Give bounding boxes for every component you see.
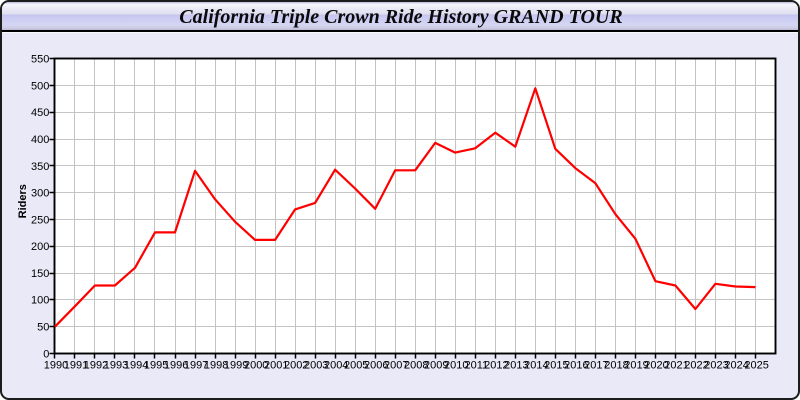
- svg-text:2005: 2005: [344, 360, 368, 372]
- svg-text:400: 400: [31, 134, 49, 146]
- svg-text:2009: 2009: [424, 360, 448, 372]
- svg-text:2015: 2015: [544, 360, 568, 372]
- svg-text:2008: 2008: [404, 360, 428, 372]
- svg-text:250: 250: [31, 214, 49, 226]
- svg-text:2001: 2001: [264, 360, 288, 372]
- svg-text:2020: 2020: [644, 360, 668, 372]
- svg-text:2024: 2024: [724, 360, 748, 372]
- svg-text:2000: 2000: [244, 360, 268, 372]
- svg-text:2019: 2019: [624, 360, 648, 372]
- svg-text:2012: 2012: [484, 360, 508, 372]
- svg-text:1991: 1991: [64, 360, 88, 372]
- svg-text:0: 0: [43, 348, 49, 360]
- svg-text:2007: 2007: [384, 360, 408, 372]
- svg-text:500: 500: [31, 80, 49, 92]
- svg-text:1998: 1998: [204, 360, 228, 372]
- svg-text:350: 350: [31, 161, 49, 173]
- svg-text:150: 150: [31, 268, 49, 280]
- svg-text:2025: 2025: [744, 360, 768, 372]
- svg-text:2014: 2014: [524, 360, 548, 372]
- svg-text:Riders: Riders: [17, 184, 29, 218]
- svg-text:1990: 1990: [44, 360, 68, 372]
- svg-text:1997: 1997: [184, 360, 208, 372]
- svg-text:2022: 2022: [684, 360, 708, 372]
- svg-text:2011: 2011: [464, 360, 488, 372]
- svg-text:2016: 2016: [564, 360, 588, 372]
- svg-text:1996: 1996: [164, 360, 188, 372]
- svg-text:2010: 2010: [444, 360, 468, 372]
- svg-text:550: 550: [31, 54, 49, 66]
- svg-text:1999: 1999: [224, 360, 248, 372]
- svg-text:450: 450: [31, 107, 49, 119]
- svg-text:2004: 2004: [324, 360, 348, 372]
- svg-text:2023: 2023: [704, 360, 728, 372]
- svg-text:200: 200: [31, 241, 49, 253]
- svg-text:1994: 1994: [124, 360, 148, 372]
- svg-text:2003: 2003: [304, 360, 328, 372]
- svg-text:2013: 2013: [504, 360, 528, 372]
- svg-text:300: 300: [31, 188, 49, 200]
- svg-text:1995: 1995: [144, 360, 168, 372]
- svg-text:100: 100: [31, 295, 49, 307]
- svg-text:50: 50: [37, 322, 49, 334]
- svg-text:2002: 2002: [284, 360, 308, 372]
- svg-text:2018: 2018: [604, 360, 628, 372]
- svg-text:1992: 1992: [84, 360, 108, 372]
- svg-text:2017: 2017: [584, 360, 608, 372]
- svg-text:1993: 1993: [104, 360, 128, 372]
- svg-text:2006: 2006: [364, 360, 388, 372]
- svg-text:2021: 2021: [664, 360, 688, 372]
